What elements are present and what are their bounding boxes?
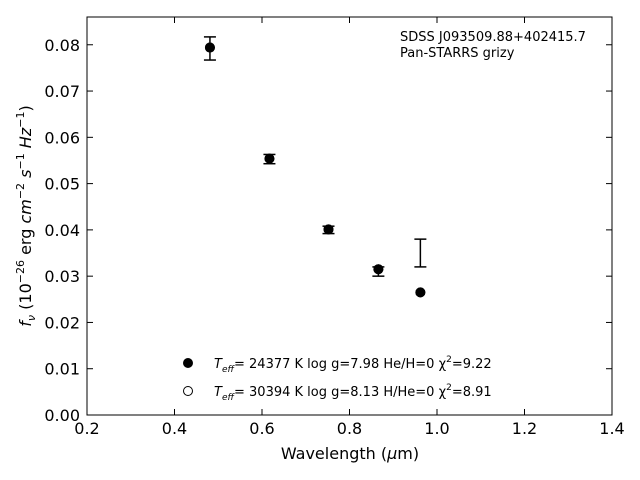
annotation-line-2: Pan-STARRS grizy <box>400 46 515 61</box>
x-tick-label: 0.2 <box>74 419 99 438</box>
y-tick-label: 0.07 <box>44 82 80 101</box>
y-tick-label: 0.06 <box>44 128 80 147</box>
y-axis-title: fν (10−26 erg cm−2 s−1 Hz−1) <box>14 105 38 326</box>
legend: Teff= 24377 K log g=7.98 He/H=0 χ2=9.22 T… <box>183 355 492 403</box>
y-tick-label: 0.03 <box>44 267 80 286</box>
x-tick-label: 0.6 <box>249 419 274 438</box>
annotation-line-1: SDSS J093509.88+402415.7 <box>400 30 586 45</box>
model-point-filled <box>373 264 384 275</box>
y-tick-label: 0.00 <box>44 406 80 425</box>
model-point-filled <box>264 153 275 164</box>
x-tick-label: 0.8 <box>337 419 362 438</box>
plot-frame <box>86 16 613 416</box>
x-tick-label: 0.4 <box>162 419 187 438</box>
legend-marker-filled <box>183 358 193 368</box>
y-tick-label: 0.02 <box>44 313 80 332</box>
y-tick-label: 0.04 <box>44 221 80 240</box>
y-tick-label: 0.05 <box>44 175 80 194</box>
x-tick-label: 1.0 <box>424 419 449 438</box>
legend-entry-label: Teff= 30394 K log g=8.13 H/He=0 χ2=8.91 <box>214 383 492 403</box>
y-tick-label: 0.08 <box>44 36 80 55</box>
ticks-layer: 0.2 0.4 0.6 0.8 1.0 1.2 1.4 0.00 0.01 0.02 0.03 0.0… <box>44 17 625 438</box>
legend-marker-open <box>183 386 193 396</box>
y-tick-label: 0.01 <box>44 360 80 379</box>
model-point-filled <box>204 42 215 53</box>
marks-layer <box>203 36 427 298</box>
legend-entry-label: Teff= 24377 K log g=7.98 He/H=0 χ2=9.22 <box>214 355 492 375</box>
model-point-filled <box>415 287 426 298</box>
model-point-filled <box>323 224 334 235</box>
x-tick-label: 1.4 <box>599 419 624 438</box>
x-axis-title: Wavelength (μm) <box>281 444 419 463</box>
x-tick-label: 1.2 <box>512 419 537 438</box>
